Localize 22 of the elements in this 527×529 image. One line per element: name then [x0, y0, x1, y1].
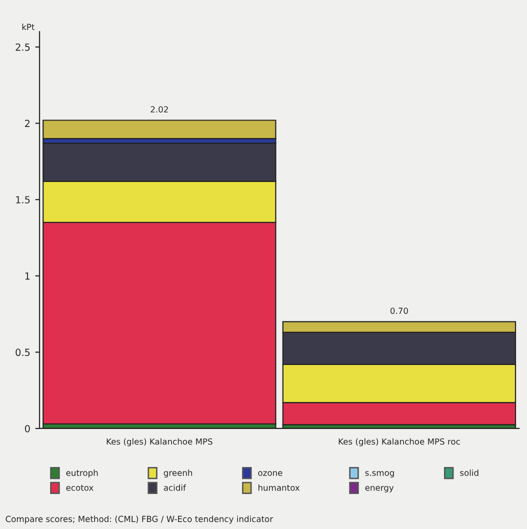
- y-tick-label: 0: [24, 424, 30, 432]
- x-tick-label: Kes (gles) Kalanchoe MPS roc: [338, 438, 460, 446]
- y-axis-title: kPt: [22, 24, 35, 30]
- text: Compare scores; Method: (CML) FBG / W-Eco tendency indicator: [6, 516, 274, 524]
- legend-label: humantox: [258, 484, 300, 491]
- legend-label: s.smog: [365, 471, 394, 478]
- total-label: 0.70: [390, 308, 408, 314]
- legend-label: eutroph: [66, 469, 98, 478]
- y-tick-label: 2: [25, 120, 30, 127]
- x-tick-label: Kes (gles) Kalanchoe MPS: [106, 438, 212, 446]
- legend-label: acidif: [164, 484, 186, 491]
- y-tick-label: 0.5: [16, 348, 30, 356]
- legend-label: ozone: [258, 471, 282, 476]
- legend-label: energy: [365, 486, 394, 492]
- y-tick-label: 1: [25, 272, 30, 280]
- y-tick-label: 2.5: [16, 43, 30, 51]
- bar: [42, 120, 276, 140]
- legend-label: greenh: [164, 469, 192, 478]
- y-tick-label: 1.5: [16, 196, 30, 204]
- legend-label: ecotox: [66, 484, 94, 491]
- legend-label: solid: [460, 469, 478, 476]
- total-label: 2.02: [150, 106, 168, 113]
